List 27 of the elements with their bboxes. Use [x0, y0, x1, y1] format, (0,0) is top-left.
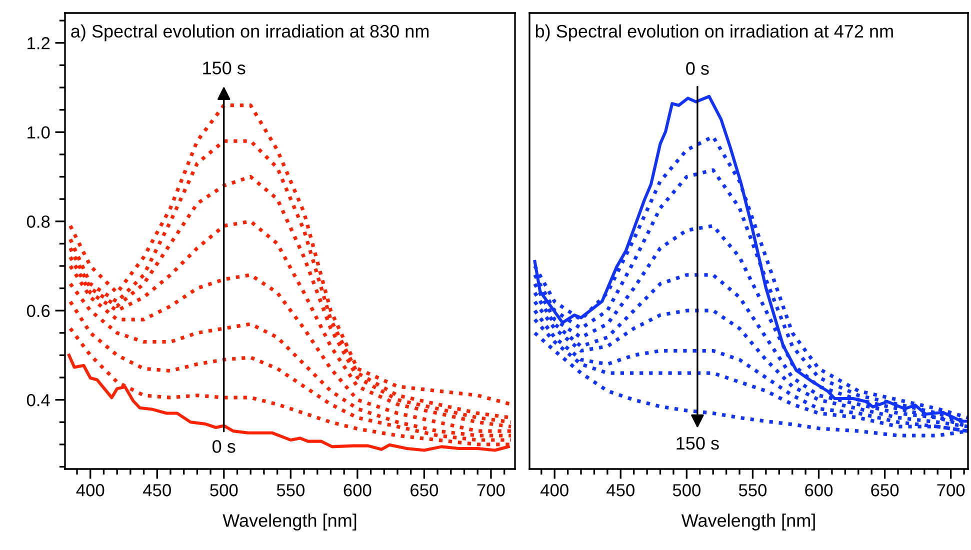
y-tick-label: 0.6 [26, 304, 50, 318]
y-tick-label: 1.2 [28, 37, 50, 50]
x-tick-label: 550 [738, 484, 767, 496]
x-tick-label: 650 [410, 484, 438, 496]
annotation: 0 s [212, 440, 236, 453]
x-axis-title: Wavelength [nm] [222, 514, 356, 530]
x-axis-title: Wavelength [nm] [681, 514, 815, 530]
x-tick-label: 500 [210, 484, 238, 496]
x-tick-label: 450 [606, 484, 634, 496]
annotation: 0 s [686, 62, 709, 75]
x-tick-label: 650 [871, 484, 899, 496]
x-tick-label: 700 [937, 484, 965, 496]
x-tick-label: 600 [805, 484, 833, 496]
x-tick-label: 550 [276, 484, 304, 496]
y-tick-label: 0.8 [26, 216, 50, 228]
x-tick-label: 600 [344, 484, 372, 496]
x-tick-label: 400 [76, 484, 104, 496]
x-tick-label: 500 [672, 484, 700, 496]
x-tick-label: 700 [477, 484, 505, 496]
annotation: 150 s [676, 436, 719, 450]
x-tick-label: 450 [143, 484, 171, 496]
annotation: 150 s [203, 62, 246, 74]
y-tick-label: 1.0 [28, 126, 50, 139]
x-tick-label: 400 [540, 484, 568, 496]
text: a) Spectral evolution on irradiation at 830 nm [71, 24, 429, 42]
text: b) Spectral evolution on irradiation at 472 nm [536, 24, 893, 42]
y-tick-label: 0.4 [26, 394, 50, 406]
